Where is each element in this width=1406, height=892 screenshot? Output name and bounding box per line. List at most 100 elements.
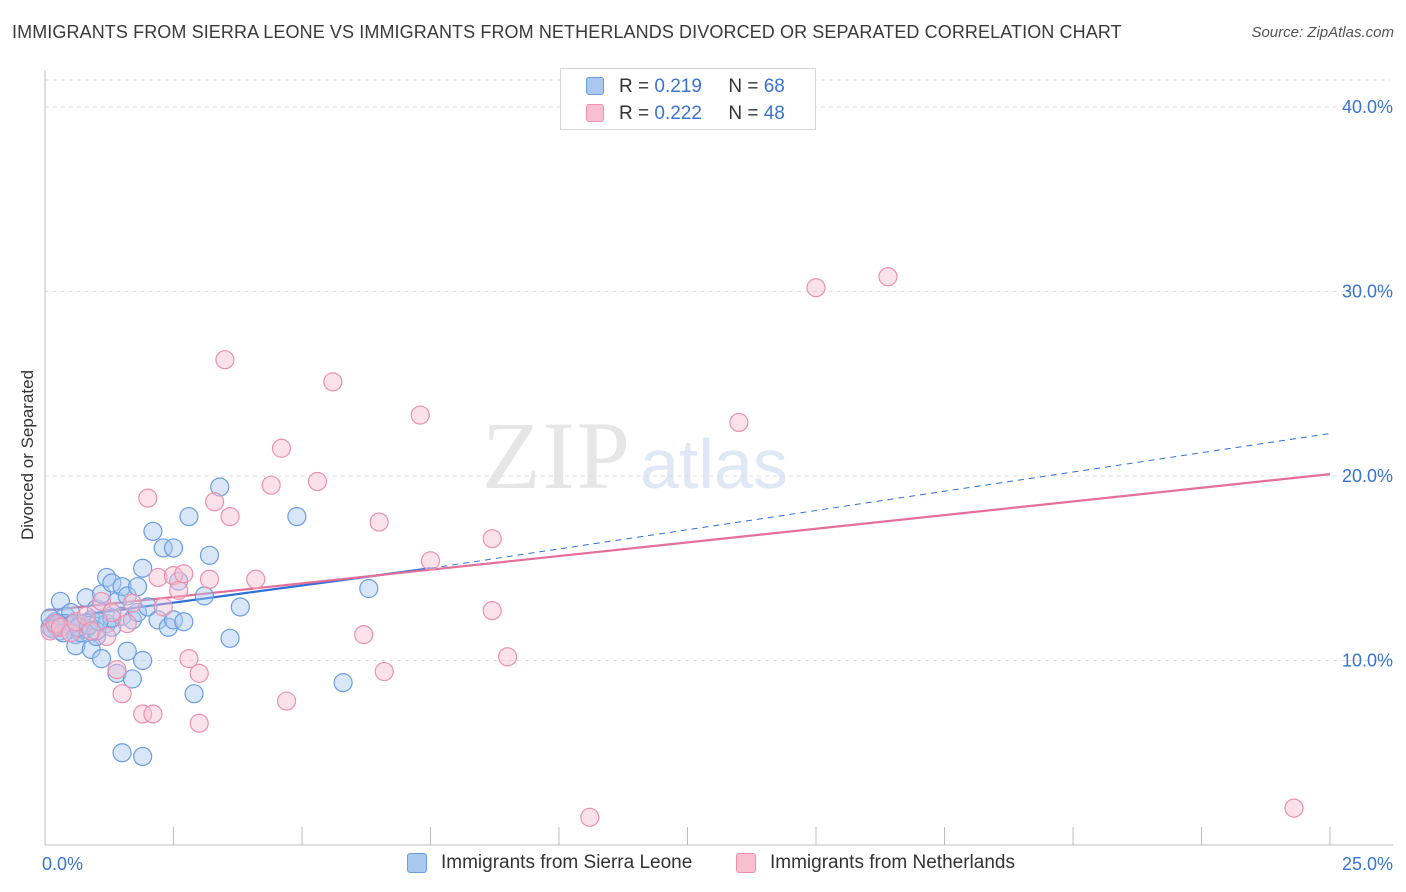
point-netherlands	[143, 704, 163, 724]
point-netherlands	[122, 593, 142, 613]
legend-swatch-netherlands	[736, 853, 756, 873]
legend-label-sierra-leone: Immigrants from Sierra Leone	[441, 852, 693, 873]
point-netherlands	[179, 649, 199, 669]
grid-lines	[45, 79, 1390, 661]
point-sierra-leone	[163, 538, 184, 558]
point-netherlands	[482, 601, 502, 621]
point-netherlands	[45, 613, 65, 634]
point-sierra-leone	[133, 650, 153, 671]
point-netherlands	[323, 372, 343, 392]
r-label: R =	[619, 103, 650, 124]
point-netherlands	[76, 606, 96, 626]
point-netherlands	[66, 612, 86, 632]
point-sierra-leone	[143, 521, 163, 541]
point-netherlands	[271, 438, 292, 458]
point-netherlands	[61, 623, 81, 643]
correlation-legend: R = 0.219 N = 68 R = 0.222 N = 48	[560, 68, 816, 130]
point-netherlands	[133, 704, 153, 724]
r-label: R =	[619, 76, 650, 97]
point-netherlands	[498, 647, 518, 667]
tick-labels: 10.0% 20.0% 30.0% 40.0% 0.0% 25.0%	[42, 97, 1393, 874]
point-netherlands	[138, 488, 158, 508]
x-tick-label: 0.0%	[42, 854, 83, 874]
trend-extension-sierra-leone	[430, 433, 1331, 569]
point-netherlands	[729, 412, 749, 433]
point-sierra-leone	[138, 597, 158, 617]
n-value: 68	[763, 76, 785, 97]
point-sierra-leone	[184, 684, 204, 704]
point-sierra-leone	[287, 506, 307, 527]
point-sierra-leone	[133, 558, 153, 578]
legend-label-netherlands: Immigrants from Netherlands	[770, 852, 1015, 873]
point-netherlands	[174, 564, 194, 584]
point-sierra-leone	[230, 597, 250, 617]
y-tick-label: 10.0%	[1342, 650, 1393, 670]
point-sierra-leone	[86, 626, 107, 647]
point-sierra-leone	[112, 743, 132, 763]
point-netherlands	[246, 569, 266, 589]
point-netherlands	[97, 626, 117, 647]
watermark-zip: ZIP	[482, 402, 632, 509]
point-netherlands	[369, 512, 389, 532]
point-netherlands	[189, 663, 209, 683]
point-netherlands	[153, 597, 173, 617]
r-value: 0.219	[654, 76, 702, 97]
point-netherlands	[482, 529, 502, 549]
point-netherlands	[215, 350, 235, 370]
point-sierra-leone	[112, 577, 132, 597]
point-sierra-leone	[179, 506, 199, 527]
watermark: ZIP atlas	[482, 402, 788, 509]
data-points	[40, 267, 1304, 827]
series-legend: Immigrants from Sierra Leone Immigrants …	[0, 852, 1406, 878]
point-netherlands	[117, 613, 137, 634]
point-netherlands	[307, 471, 328, 492]
point-sierra-leone	[174, 612, 194, 632]
point-netherlands	[261, 475, 281, 495]
legend-swatch-sierra-leone	[586, 77, 604, 95]
x-tick-label: 25.0%	[1342, 854, 1393, 874]
point-netherlands	[580, 807, 600, 827]
axes	[44, 70, 1393, 846]
point-netherlands	[107, 660, 127, 680]
y-tick-label: 20.0%	[1342, 466, 1393, 486]
point-netherlands	[199, 569, 220, 589]
point-sierra-leone	[359, 578, 379, 599]
n-label: N =	[728, 76, 759, 97]
point-sierra-leone	[133, 746, 153, 767]
point-sierra-leone	[97, 567, 117, 588]
point-netherlands	[1284, 798, 1304, 818]
legend-stats-sierra-leone: R = 0.219 N = 68	[619, 76, 785, 98]
legend-swatch-sierra-leone	[407, 853, 427, 873]
n-label: N =	[728, 103, 759, 124]
point-netherlands	[878, 267, 898, 287]
point-sierra-leone	[91, 649, 112, 669]
point-netherlands	[420, 551, 441, 571]
point-sierra-leone	[210, 477, 230, 497]
point-sierra-leone	[122, 669, 142, 689]
point-netherlands	[220, 506, 240, 527]
point-netherlands	[276, 691, 297, 711]
point-sierra-leone	[220, 628, 240, 648]
point-sierra-leone	[102, 573, 122, 593]
point-netherlands	[205, 492, 225, 512]
y-axis-label: Divorced or Separated	[18, 369, 37, 541]
n-value: 48	[763, 103, 785, 124]
y-tick-label: 40.0%	[1342, 97, 1393, 117]
point-sierra-leone	[153, 538, 173, 558]
point-netherlands	[806, 278, 826, 298]
point-netherlands	[169, 580, 189, 600]
point-sierra-leone	[127, 577, 148, 597]
chart-source: Source: ZipAtlas.com	[1251, 24, 1394, 41]
point-netherlands	[189, 713, 209, 733]
watermark-atlas: atlas	[640, 425, 788, 503]
chart-title: IMMIGRANTS FROM SIERRA LEONE VS IMMIGRAN…	[12, 22, 1122, 42]
point-netherlands	[112, 684, 132, 704]
point-sierra-leone	[117, 641, 137, 661]
point-sierra-leone	[333, 673, 353, 693]
legend-swatch-netherlands	[586, 104, 604, 122]
point-netherlands	[374, 661, 394, 682]
point-netherlands	[354, 625, 374, 645]
legend-stats-netherlands: R = 0.222 N = 48	[619, 103, 785, 125]
r-value: 0.222	[654, 103, 702, 124]
